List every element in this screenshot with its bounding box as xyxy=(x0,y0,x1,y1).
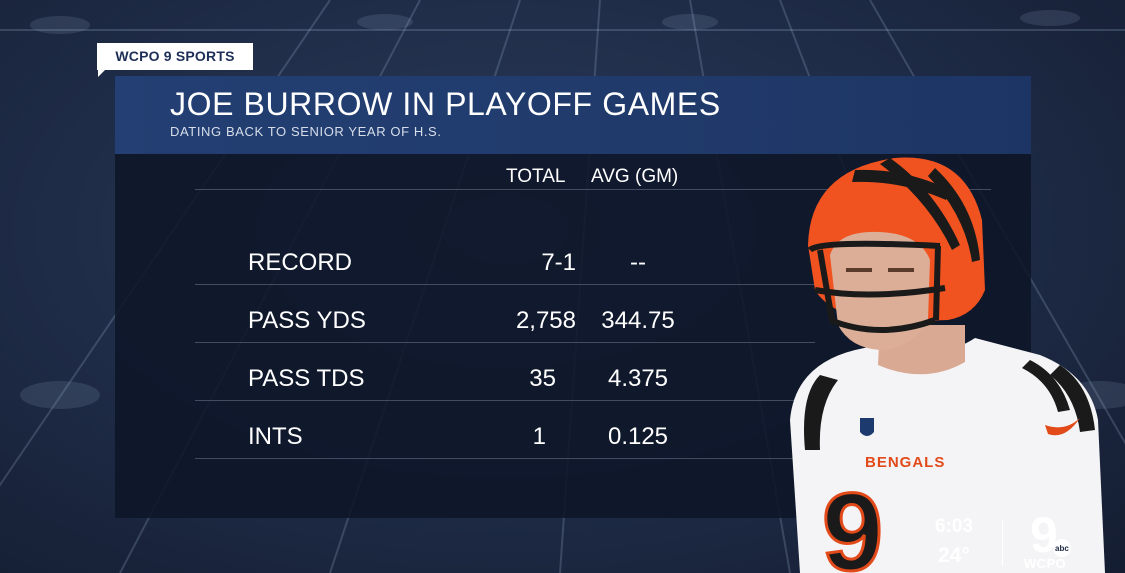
row-label-record: RECORD xyxy=(248,249,353,276)
row-total-ints: 1 xyxy=(532,423,546,450)
row-divider xyxy=(195,458,815,459)
jersey-text: BENGALS xyxy=(865,454,945,471)
row-label-pass-yds: PASS YDS xyxy=(248,307,366,334)
row-label-ints: INTS xyxy=(248,423,303,450)
column-header-avg: AVG (GM) xyxy=(591,166,679,187)
row-avg-record: -- xyxy=(630,249,646,276)
bug-divider xyxy=(1002,520,1003,566)
row-total-pass-tds: 35 xyxy=(529,365,556,392)
graphic-header: JOE BURROW IN PLAYOFF GAMES DATING BACK … xyxy=(115,76,1031,154)
temperature: 24° xyxy=(938,544,970,567)
station-name: WCPO xyxy=(1024,556,1067,571)
jersey-number: 9 xyxy=(822,471,883,573)
graphic-subtitle: DATING BACK TO SENIOR YEAR OF H.S. xyxy=(170,124,442,139)
column-header-total: TOTAL xyxy=(506,166,566,187)
row-divider xyxy=(195,400,815,401)
row-divider xyxy=(195,284,815,285)
graphic-title: JOE BURROW IN PLAYOFF GAMES xyxy=(170,86,721,122)
row-divider xyxy=(195,342,815,343)
row-avg-pass-tds: 4.375 xyxy=(607,365,669,392)
row-label-pass-tds: PASS TDS xyxy=(248,365,365,392)
row-avg-ints: 0.125 xyxy=(607,423,669,450)
wcpo-9-logo-icon: 9 abc xyxy=(1030,508,1071,558)
badge-tail xyxy=(98,69,106,77)
row-avg-pass-yds: 344.75 xyxy=(601,307,675,334)
row-total-pass-yds: 2,758 xyxy=(515,307,576,334)
station-badge: WCPO 9 SPORTS xyxy=(97,43,253,70)
clock-time: 6:03 xyxy=(935,516,974,537)
row-total-record: 7-1 xyxy=(541,249,576,276)
player-photo: BENGALS 9 xyxy=(790,157,1105,573)
svg-text:abc: abc xyxy=(1055,544,1069,553)
header-rule xyxy=(195,189,991,190)
